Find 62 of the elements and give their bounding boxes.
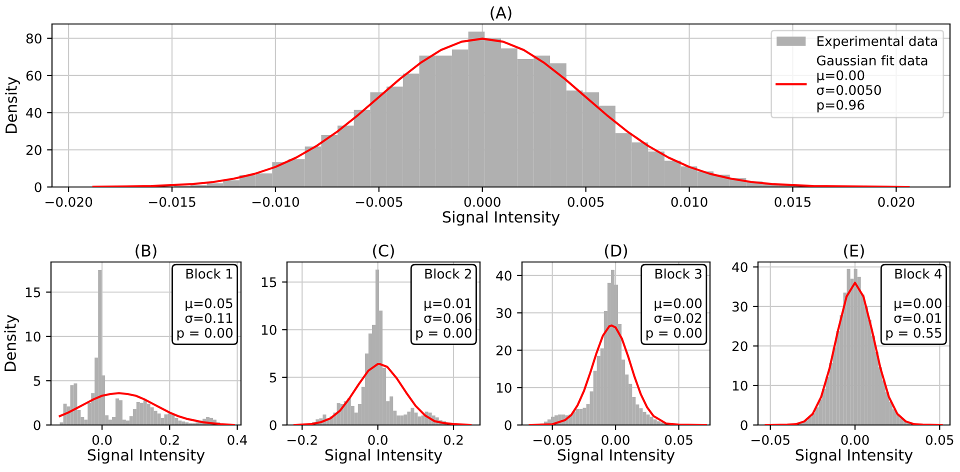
y-tick-label: 15 — [262, 277, 276, 288]
y-tick-label: 0 — [34, 420, 40, 430]
x-axis-title: Signal Intensity — [558, 448, 675, 464]
chart-title: (A) — [490, 6, 512, 21]
chart-title: (C) — [373, 244, 394, 259]
y-tick-label: 60 — [26, 70, 42, 81]
x-tick-label: 0.05 — [926, 434, 954, 445]
chart-title: (B) — [136, 244, 156, 259]
x-tick-label: 0.00 — [602, 434, 630, 445]
x-tick-label: 0.2 — [160, 434, 179, 445]
y-tick-label: 40 — [732, 262, 748, 272]
x-tick-label: 0.00 — [841, 434, 869, 445]
y-tick-label: 0 — [740, 420, 748, 430]
x-tick-label: 0.005 — [568, 196, 604, 207]
y-tick-label: 40 — [26, 108, 42, 118]
y-tick-label: 0 — [34, 182, 42, 192]
y-tick-label: 5 — [34, 376, 40, 386]
x-tick-label: −0.020 — [46, 196, 92, 207]
y-tick-label: 20 — [732, 341, 748, 352]
y-tick-label: 10 — [26, 332, 40, 342]
x-axis-title: Signal Intensity — [442, 210, 560, 226]
text: Block 3 μ=0.00 σ=0.02 p = 0.00 — [646, 268, 702, 340]
legend-label: Experimental data — [818, 36, 937, 49]
chart-title: (D) — [604, 244, 628, 259]
y-tick-label: 10 — [496, 382, 512, 393]
y-tick-label: 10 — [262, 324, 276, 335]
x-tick-label: 0.000 — [464, 196, 500, 207]
x-tick-label: 0.0 — [92, 434, 112, 445]
x-tick-label: 0.05 — [664, 434, 692, 445]
text: Block 4 μ=0.00 σ=0.01 p = 0.55 — [886, 268, 942, 340]
y-tick-label: 0 — [504, 420, 512, 430]
x-tick-label: 0.4 — [228, 434, 248, 445]
x-tick-label: −0.015 — [148, 196, 196, 207]
chart-title: (E) — [844, 244, 864, 259]
x-tick-label: 0.010 — [671, 196, 708, 207]
y-tick-label: 20 — [496, 345, 512, 356]
y-tick-label: 40 — [496, 270, 512, 281]
x-tick-label: −0.05 — [752, 434, 790, 445]
x-tick-label: 0.015 — [774, 196, 810, 207]
text: Block 2 μ=0.01 σ=0.06 p = 0.00 — [416, 268, 472, 340]
x-axis-title: Signal Intensity — [88, 448, 205, 464]
y-tick-label: 20 — [26, 145, 42, 156]
x-tick-label: 0.0 — [368, 434, 388, 445]
x-axis-title: Signal Intensity — [325, 448, 442, 464]
text: Block 1 μ=0.05 σ=0.11 p = 0.00 — [177, 268, 233, 340]
y-tick-label: 0 — [270, 420, 276, 430]
y-tick-label: 80 — [26, 34, 42, 44]
x-tick-label: 0.2 — [444, 434, 463, 445]
x-tick-label: −0.2 — [288, 434, 317, 445]
y-tick-label: 5 — [270, 372, 276, 383]
y-tick-label: 10 — [732, 380, 748, 391]
y-tick-label: 30 — [732, 302, 748, 312]
y-axis-title: Density — [5, 76, 20, 134]
x-tick-label: 0.020 — [878, 196, 914, 207]
y-axis-title: Density — [4, 314, 19, 372]
x-tick-label: −0.010 — [252, 196, 300, 207]
x-tick-label: −0.05 — [534, 434, 572, 445]
x-tick-label: −0.005 — [356, 196, 402, 207]
x-axis-title: Signal Intensity — [796, 448, 913, 464]
legend-label: Gaussian fit data μ=0.00 σ=0.0050 p=0.96 — [816, 55, 928, 112]
y-tick-label: 15 — [26, 288, 40, 298]
y-tick-label: 30 — [496, 308, 512, 318]
